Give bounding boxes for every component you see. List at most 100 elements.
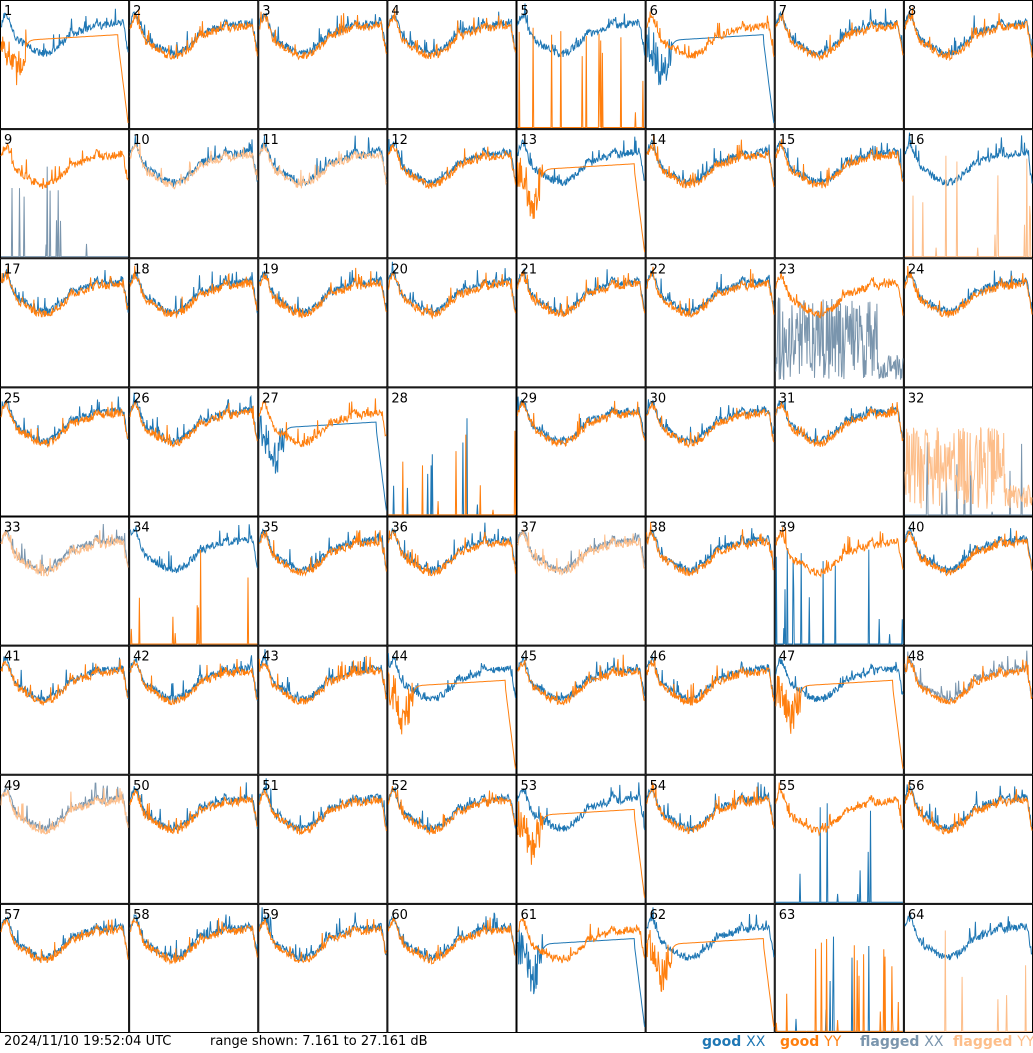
- series-35-xx: [258, 528, 387, 574]
- series-20-xx: [387, 261, 516, 315]
- series-32-xx: [904, 442, 1032, 516]
- series-62-yy: [646, 929, 775, 1027]
- series-56-yy: [904, 781, 1033, 835]
- tile-64: 64: [903, 903, 1033, 1033]
- tile-frame: [903, 258, 1033, 388]
- tile-label: 41: [4, 650, 21, 665]
- tile-frame: [516, 903, 646, 1033]
- tile-21: 21: [516, 258, 646, 388]
- series-36-yy: [387, 529, 516, 577]
- tile-label: 30: [650, 391, 667, 406]
- tile-40: 40: [903, 516, 1033, 646]
- series-23-xx: [775, 297, 904, 380]
- series-6-yy: [646, 11, 775, 59]
- tile-label: 45: [521, 650, 538, 665]
- series-58-yy: [129, 918, 258, 966]
- series-8-yy: [904, 7, 1033, 62]
- tile-label: 25: [4, 391, 21, 406]
- tile-43: 43: [258, 645, 388, 775]
- tile-39: 39: [774, 516, 904, 646]
- tile-label: 63: [779, 908, 796, 923]
- tile-frame: [516, 645, 646, 775]
- series-52-yy: [387, 786, 516, 836]
- tile-frame: [516, 0, 646, 130]
- series-17-yy: [0, 266, 129, 318]
- tile-frame: [774, 129, 904, 259]
- legend-flagged-yy: flagged YY: [953, 1034, 1033, 1050]
- tile-32: 32: [903, 387, 1033, 517]
- series-30-yy: [646, 402, 775, 449]
- tile-frame: [258, 516, 388, 646]
- series-43-yy: [258, 655, 387, 705]
- series-25-xx: [0, 396, 129, 446]
- tile-57: 57: [0, 903, 130, 1033]
- series-31-yy: [775, 401, 904, 448]
- series-34-yy: [130, 549, 258, 645]
- tile-frame: [903, 129, 1033, 259]
- tile-label: 20: [391, 262, 408, 277]
- tile-frame: [387, 516, 517, 646]
- tile-12: 12: [387, 129, 517, 259]
- legend-flagged-yy-pol: YY: [1017, 1034, 1033, 1050]
- tile-frame: [258, 129, 388, 259]
- series-9-yy: [0, 143, 129, 189]
- tile-frame: [903, 0, 1033, 130]
- tile-label: 43: [262, 650, 279, 665]
- series-48-yy: [904, 656, 1033, 706]
- tile-22: 22: [645, 258, 775, 388]
- tile-label: 13: [521, 133, 538, 148]
- tile-label: 12: [391, 133, 408, 148]
- tile-label: 23: [779, 262, 796, 277]
- tile-frame: [516, 774, 646, 904]
- series-1-yy: [0, 29, 129, 124]
- series-19-yy: [259, 267, 387, 319]
- tile-frame: [903, 774, 1033, 904]
- tile-frame: [129, 387, 259, 517]
- tile-label: 28: [391, 391, 408, 406]
- series-51-xx: [258, 778, 387, 832]
- tile-31: 31: [774, 387, 904, 517]
- series-14-yy: [646, 133, 775, 189]
- footer-bar: 2024/11/10 19:52:04 UTC range shown: 7.1…: [0, 1033, 1033, 1053]
- tile-frame: [645, 774, 775, 904]
- tile-label: 51: [262, 779, 279, 794]
- tile-frame: [129, 774, 259, 904]
- tile-19: 19: [258, 258, 388, 388]
- series-39-yy: [775, 526, 904, 579]
- tile-label: 7: [779, 4, 787, 19]
- series-49-yy: [0, 788, 129, 835]
- tile-label: 54: [650, 779, 667, 794]
- tile-label: 42: [133, 650, 150, 665]
- tile-label: 19: [262, 262, 279, 277]
- tile-24: 24: [903, 258, 1033, 388]
- tile-59: 59: [258, 903, 388, 1033]
- tile-frame: [645, 258, 775, 388]
- tile-45: 45: [516, 645, 646, 775]
- tile-label: 22: [650, 262, 667, 277]
- tile-label: 52: [391, 779, 408, 794]
- series-25-yy: [0, 399, 129, 449]
- tile-1: 1: [0, 0, 130, 130]
- series-64-yy: [904, 930, 1032, 1032]
- series-5-yy: [517, 27, 645, 128]
- series-15-yy: [775, 139, 904, 189]
- tile-2: 2: [129, 0, 259, 130]
- tile-label: 61: [521, 908, 538, 923]
- series-10-yy: [129, 143, 258, 190]
- series-27-xx: [258, 415, 387, 511]
- tile-frame: [258, 903, 388, 1033]
- tile-label: 37: [521, 521, 538, 536]
- tile-frame: [0, 645, 130, 775]
- tile-56: 56: [903, 774, 1033, 904]
- tile-label: 36: [391, 521, 408, 536]
- legend-flagged-xx-quality: flagged: [860, 1034, 920, 1050]
- tile-frame: [258, 774, 388, 904]
- tile-label: 57: [4, 908, 21, 923]
- tile-label: 49: [4, 779, 21, 794]
- tile-frame: [0, 774, 130, 904]
- tile-frame: [129, 129, 259, 259]
- tile-17: 17: [0, 258, 130, 388]
- tile-label: 14: [650, 133, 667, 148]
- tile-frame: [258, 258, 388, 388]
- tile-label: 15: [779, 133, 796, 148]
